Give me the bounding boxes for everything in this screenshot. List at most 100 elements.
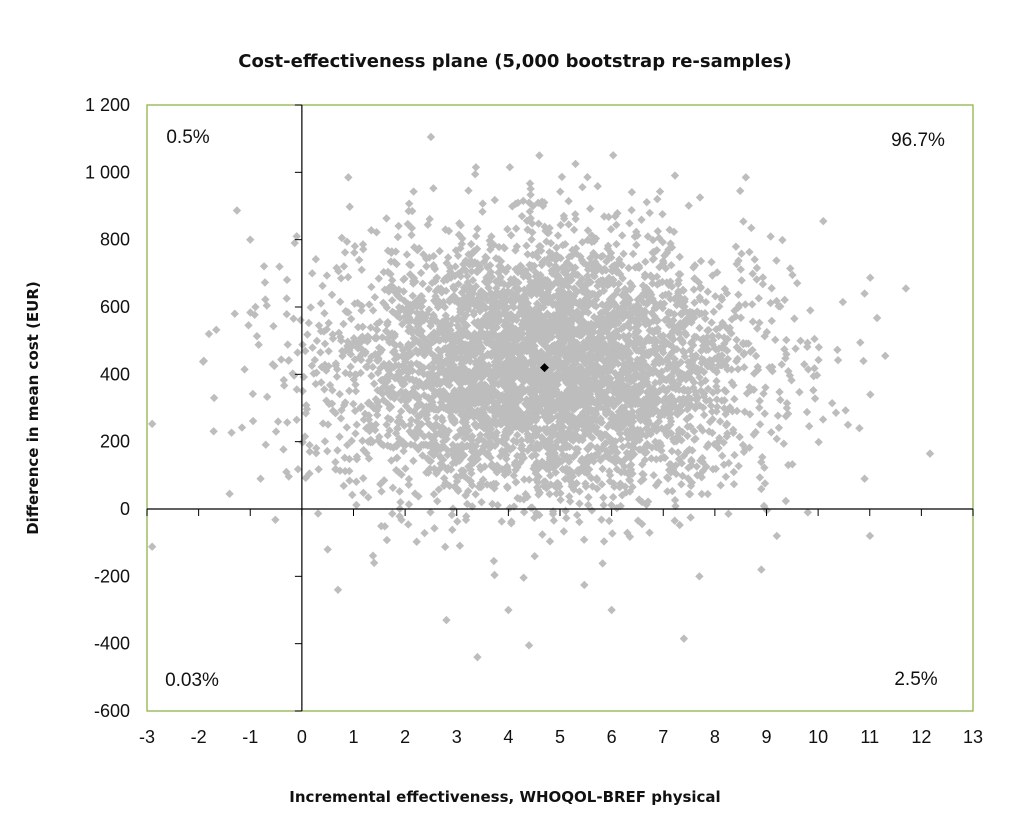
bootstrap-point (437, 388, 447, 397)
bootstrap-point (489, 380, 498, 390)
bootstrap-point (370, 293, 380, 302)
bootstrap-point (517, 382, 526, 392)
bootstrap-point (648, 273, 657, 283)
bootstrap-point (543, 356, 553, 365)
bootstrap-point (662, 248, 672, 257)
bootstrap-point (674, 323, 684, 332)
bootstrap-point (712, 382, 721, 391)
bootstrap-point (537, 289, 547, 299)
bootstrap-point (439, 365, 448, 374)
bootstrap-point (426, 132, 436, 142)
bootstrap-point (550, 380, 559, 389)
bootstrap-point (404, 480, 413, 489)
bootstrap-point (476, 286, 486, 296)
bootstrap-point (530, 319, 539, 328)
bootstrap-point (446, 320, 455, 329)
bootstrap-point (645, 326, 655, 335)
bootstrap-point (518, 425, 527, 435)
bootstrap-point (513, 493, 522, 503)
bootstrap-point (350, 406, 360, 416)
bootstrap-point (546, 471, 555, 480)
bootstrap-point (640, 455, 650, 465)
bootstrap-point (602, 257, 611, 266)
bootstrap-point (686, 358, 695, 368)
bootstrap-point (788, 460, 797, 469)
bootstrap-point (460, 266, 470, 275)
bootstrap-point (658, 303, 667, 313)
bootstrap-point (372, 325, 382, 335)
bootstrap-point (279, 445, 288, 454)
bootstrap-point (622, 397, 632, 406)
bootstrap-point (367, 371, 376, 381)
bootstrap-point (432, 469, 441, 478)
bootstrap-point (584, 308, 593, 317)
bootstrap-point (696, 365, 706, 374)
bootstrap-point (560, 407, 570, 416)
bootstrap-point (636, 412, 645, 421)
bootstrap-point (426, 508, 435, 517)
bootstrap-point (407, 230, 416, 240)
bootstrap-point (523, 250, 532, 259)
bootstrap-point (626, 460, 636, 469)
bootstrap-point (588, 482, 597, 491)
bootstrap-point (516, 308, 525, 318)
bootstrap-point (607, 356, 616, 365)
bootstrap-point (527, 398, 537, 407)
bootstrap-point (199, 356, 208, 366)
bootstrap-point (566, 471, 575, 481)
bootstrap-point (511, 359, 521, 369)
bootstrap-point (635, 430, 644, 439)
bootstrap-point (559, 292, 569, 301)
bootstrap-point (516, 332, 526, 342)
bootstrap-point (456, 338, 466, 347)
bootstrap-point (689, 312, 698, 322)
bootstrap-point (628, 411, 638, 421)
bootstrap-point (591, 410, 600, 420)
bootstrap-point (481, 303, 490, 312)
bootstrap-point (650, 407, 659, 416)
bootstrap-point (463, 413, 473, 422)
bootstrap-point (442, 434, 451, 444)
bootstrap-point (382, 420, 391, 429)
bootstrap-point (412, 537, 421, 546)
bootstrap-point (761, 383, 770, 392)
bootstrap-point (538, 530, 547, 539)
bootstrap-point (712, 395, 722, 404)
bootstrap-point (469, 310, 478, 319)
bootstrap-point (385, 338, 394, 347)
bootstrap-point (545, 259, 554, 269)
bootstrap-point (246, 235, 255, 244)
bootstrap-point (732, 259, 741, 269)
bootstrap-point (666, 239, 675, 248)
bootstrap-point (627, 187, 637, 197)
bootstrap-point (543, 372, 552, 382)
bootstrap-point (333, 585, 343, 594)
bootstrap-point (640, 270, 650, 279)
bootstrap-point (429, 380, 438, 389)
bootstrap-point (607, 500, 616, 510)
bootstrap-point (496, 394, 505, 403)
bootstrap-point (449, 418, 458, 427)
bootstrap-point (841, 406, 850, 415)
bootstrap-point (422, 262, 431, 271)
bootstrap-point (225, 489, 234, 499)
bootstrap-point (574, 349, 583, 358)
bootstrap-point (622, 448, 632, 458)
bootstrap-point (627, 400, 636, 410)
bootstrap-point (865, 273, 875, 282)
bootstrap-point (419, 334, 428, 344)
bootstrap-point (617, 420, 627, 429)
bootstrap-point (476, 479, 486, 488)
bootstrap-point (387, 456, 396, 465)
bootstrap-point (642, 350, 652, 360)
bootstrap-point (409, 334, 418, 343)
bootstrap-point (866, 390, 875, 399)
bootstrap-point (625, 393, 634, 402)
bootstrap-point (577, 255, 587, 265)
bootstrap-point (617, 324, 626, 334)
bootstrap-point (462, 512, 471, 521)
bootstrap-point (584, 500, 593, 510)
bootstrap-point (699, 334, 708, 343)
bootstrap-point (406, 440, 416, 449)
